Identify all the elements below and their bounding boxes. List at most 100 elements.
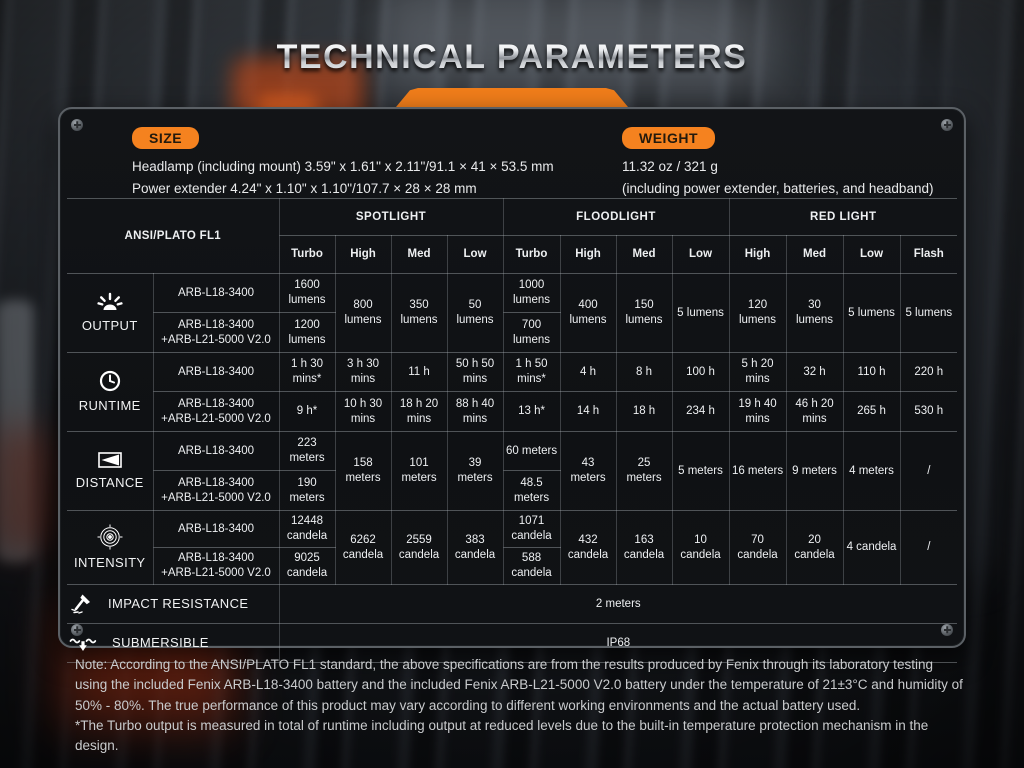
spec-cell: 10 candela (671, 510, 730, 585)
spec-cell: 432 candela (559, 510, 617, 585)
impact-resistance-value: 2 meters (278, 584, 958, 624)
spec-cell: 1071 candela (502, 510, 561, 548)
mode-header: High (559, 235, 617, 274)
spec-table: ANSI/PLATO FL1 SPOTLIGHT FLOODLIGHT RED … (67, 198, 958, 663)
category-label: DISTANCE (75, 475, 144, 491)
row-category-distance: DISTANCE (67, 431, 154, 511)
spec-cell: 39 meters (446, 431, 504, 511)
spec-cell: 5 lumens (842, 273, 901, 353)
submersible-value: IP68 (278, 623, 958, 663)
spec-cell: 5 lumens (899, 273, 958, 353)
spec-cell: 588 candela (502, 547, 561, 585)
footnote-turbo: *The Turbo output is measured in total o… (75, 717, 929, 753)
spec-cell: 350 lumens (390, 273, 448, 353)
weight-note: (including power extender, batteries, an… (622, 181, 934, 197)
spec-cell: 234 h (671, 391, 730, 432)
size-line-headlamp: Headlamp (including mount) 3.59" x 1.61"… (132, 159, 554, 174)
spec-cell: 4 h (559, 352, 617, 392)
table-corner-label: ANSI/PLATO FL1 (67, 198, 280, 274)
battery-label: ARB-L18-3400 +ARB-L21-5000 V2.0 (152, 470, 280, 511)
mode-header: High (334, 235, 392, 274)
spec-cell: 800 lumens (334, 273, 392, 353)
spec-cell: 158 meters (334, 431, 392, 511)
weight-value: 11.32 oz / 321 g (622, 159, 718, 174)
mode-header: Med (390, 235, 448, 274)
hammer-impact-icon (69, 592, 93, 616)
row-category-intensity: INTENSITY (67, 510, 154, 585)
clock-icon (98, 369, 122, 393)
spec-cell: 50 h 50 mins (446, 352, 504, 392)
spec-cell: 150 lumens (615, 273, 673, 353)
spec-cell: 20 candela (785, 510, 844, 585)
spec-cell: 88 h 40 mins (446, 391, 504, 432)
spec-cell: 8 h (615, 352, 673, 392)
spec-cell: / (899, 431, 958, 511)
spec-cell: 16 meters (728, 431, 787, 511)
battery-label: ARB-L18-3400 (152, 510, 280, 548)
spec-cell: 5 h 20 mins (728, 352, 787, 392)
size-section: SIZE Headlamp (including mount) 3.59" x … (132, 127, 554, 201)
size-line-power-extender: Power extender 4.24" x 1.10" x 1.10"/107… (132, 181, 477, 197)
mode-header: Flash (899, 235, 958, 274)
row-category-output: OUTPUT (67, 273, 154, 353)
spec-cell: 19 h 40 mins (728, 391, 787, 432)
battery-label: ARB-L18-3400 (152, 273, 280, 313)
weight-badge: WEIGHT (622, 127, 715, 149)
mode-header: Med (785, 235, 844, 274)
spec-cell: 383 candela (446, 510, 504, 585)
spec-cell: 1 h 30 mins* (278, 352, 336, 392)
footnote-standard: Note: According to the ANSI/PLATO FL1 st… (75, 657, 963, 713)
orange-trapezoid-accent (396, 88, 628, 107)
mode-header: Low (671, 235, 730, 274)
target-icon (97, 524, 123, 550)
spec-cell: 163 candela (615, 510, 673, 585)
spec-cell: 4 meters (842, 431, 901, 511)
spec-cell: 9 h* (278, 391, 336, 432)
row-category-runtime: RUNTIME (67, 352, 154, 432)
battery-label: ARB-L18-3400 +ARB-L21-5000 V2.0 (152, 391, 280, 432)
group-header-floodlight: FLOODLIGHT (502, 198, 730, 236)
spec-cell: 25 meters (615, 431, 673, 511)
spec-cell: 101 meters (390, 431, 448, 511)
mode-header: Low (842, 235, 901, 274)
screw-icon (941, 119, 953, 131)
spec-cell: 46 h 20 mins (785, 391, 844, 432)
spec-cell: 190 meters (278, 470, 336, 511)
spec-cell: 13 h* (502, 391, 561, 432)
spec-cell: 223 meters (278, 431, 336, 471)
spec-cell: 9025 candela (278, 547, 336, 585)
row-impact-resistance: IMPACT RESISTANCE (67, 584, 280, 624)
impact-resistance-label: IMPACT RESISTANCE (108, 595, 249, 611)
screw-icon (71, 119, 83, 131)
spec-cell: 530 h (899, 391, 958, 432)
mode-header: High (728, 235, 787, 274)
weight-section: WEIGHT 11.32 oz / 321 g (including power… (622, 127, 933, 201)
spec-cell: 30 lumens (785, 273, 844, 353)
group-header-red-light: RED LIGHT (728, 198, 958, 236)
battery-label: ARB-L18-3400 (152, 431, 280, 471)
footnotes: Note: According to the ANSI/PLATO FL1 st… (75, 655, 963, 756)
beam-icon (96, 450, 124, 470)
spec-cell: / (899, 510, 958, 585)
spec-cell: 1 h 50 mins* (502, 352, 561, 392)
spec-cell: 18 h (615, 391, 673, 432)
spec-cell: 1600 lumens (278, 273, 336, 313)
spec-cell: 32 h (785, 352, 844, 392)
spec-cell: 3 h 30 mins (334, 352, 392, 392)
spec-cell: 10 h 30 mins (334, 391, 392, 432)
spec-cell: 9 meters (785, 431, 844, 511)
size-badge: SIZE (132, 127, 200, 149)
spec-cell: 400 lumens (559, 273, 617, 353)
battery-label: ARB-L18-3400 +ARB-L21-5000 V2.0 (152, 547, 280, 585)
spec-cell: 5 meters (671, 431, 730, 511)
category-label: INTENSITY (74, 554, 146, 570)
spec-cell: 1200 lumens (278, 312, 336, 353)
spec-cell: 48.5 meters (502, 470, 561, 511)
spec-cell: 60 meters (502, 431, 561, 471)
spec-cell: 70 candela (728, 510, 787, 585)
sunburst-icon (97, 291, 123, 313)
spec-cell: 110 h (842, 352, 901, 392)
spec-cell: 12448 candela (278, 510, 336, 548)
spec-cell: 265 h (842, 391, 901, 432)
spec-cell: 700 lumens (502, 312, 561, 353)
